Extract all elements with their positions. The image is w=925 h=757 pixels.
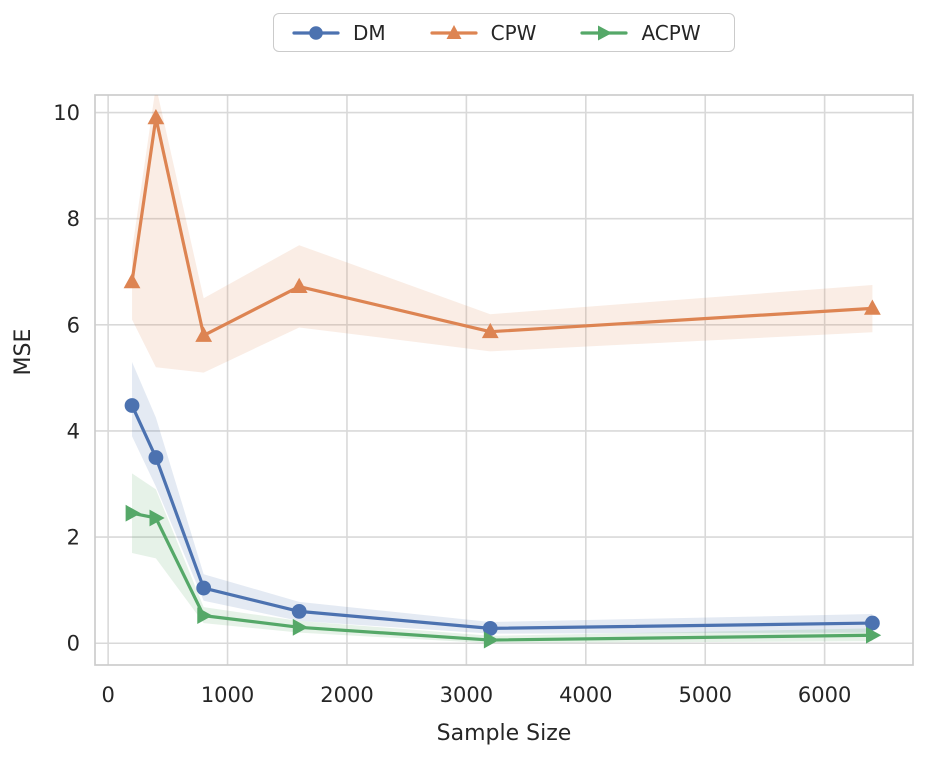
y-tick-label: 8: [67, 207, 80, 231]
marker-CPW: [147, 109, 165, 125]
band-DM: [132, 361, 873, 634]
y-axis-label: MSE: [11, 329, 36, 376]
marker-CPW: [863, 299, 881, 315]
legend-label-cpw: CPW: [490, 20, 537, 45]
y-tick-label: 0: [67, 632, 80, 656]
legend-item-dm: DM: [292, 23, 386, 43]
x-tick-label: 6000: [798, 683, 851, 707]
x-tick-label: 0: [101, 683, 114, 707]
dm-line-marker-icon: [292, 25, 340, 40]
line-CPW: [130, 116, 874, 338]
x-tick-label: 1000: [201, 683, 254, 707]
legend-item-acpw: ACPW: [580, 20, 701, 45]
marker-DM: [124, 398, 140, 413]
legend-label-dm: DM: [353, 20, 386, 45]
marker-ACPW: [197, 607, 213, 625]
y-tick-label: 4: [67, 419, 80, 443]
marker-DM: [482, 620, 498, 636]
x-tick-label: 5000: [678, 683, 731, 707]
x-tick-label: 3000: [440, 683, 493, 707]
x-tick-label: 2000: [320, 683, 373, 707]
marker-ACPW: [149, 509, 165, 527]
marker-CPW: [195, 326, 213, 342]
marker-ACPW: [865, 626, 882, 644]
marker-DM: [148, 450, 164, 465]
plot-area: [123, 95, 882, 649]
y-tick-label: 2: [67, 526, 80, 550]
marker-ACPW: [292, 618, 309, 636]
marker-DM: [196, 580, 212, 596]
cpw-line-marker-icon: [430, 24, 478, 39]
legend-item-cpw: CPW: [430, 20, 537, 45]
x-tick-label: 4000: [559, 683, 612, 707]
y-tick-label: 6: [67, 313, 80, 337]
acpw-line-marker-icon: [580, 25, 629, 40]
marker-CPW: [481, 322, 499, 339]
y-tick-label: 10: [53, 101, 80, 125]
legend: DM CPW ACPW: [273, 13, 735, 52]
x-axis-label: Sample Size: [437, 721, 572, 746]
marker-CPW: [123, 273, 141, 289]
band-CPW: [132, 95, 873, 373]
axes-spines: [94, 94, 914, 666]
marker-DM: [864, 615, 880, 631]
marker-ACPW: [125, 504, 141, 522]
legend-label-acpw: ACPW: [641, 20, 701, 45]
marker-ACPW: [483, 631, 500, 649]
marker-CPW: [290, 277, 308, 293]
line-DM: [130, 403, 874, 630]
marker-DM: [291, 603, 307, 619]
